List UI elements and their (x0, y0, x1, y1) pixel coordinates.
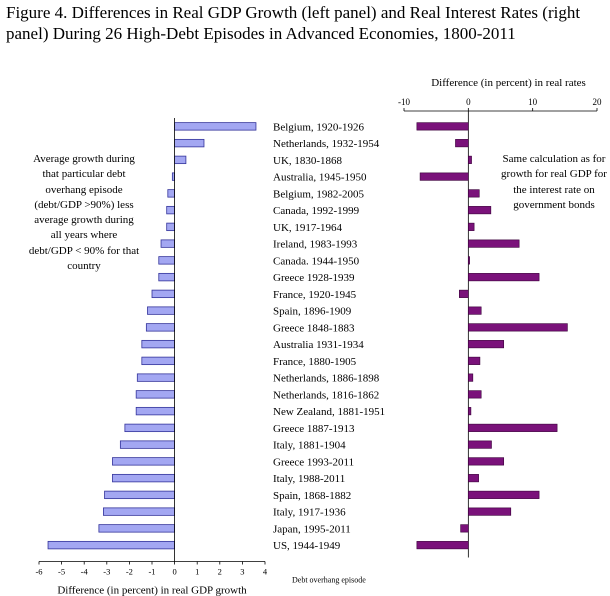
category-label: New Zealand, 1881-1951 (273, 406, 385, 418)
category-label: Australia 1931-1934 (273, 339, 364, 351)
gdp-x-tick-label: 2 (218, 567, 222, 577)
gdp-x-tick-label: 3 (240, 567, 244, 577)
rate-bar (468, 222, 475, 231)
rate-bar (468, 189, 480, 198)
rate-bar (468, 356, 481, 365)
gdp-bar (160, 239, 175, 248)
gdp-bar (104, 490, 175, 500)
category-label: Italy, 1988-2011 (273, 473, 345, 485)
category-label: Greece 1848-1883 (273, 322, 355, 334)
rate-bar (416, 122, 469, 131)
category-label: Netherlands, 1886-1898 (273, 373, 380, 385)
rate-x-axis-label: Difference (in percent) in real rates (431, 77, 586, 89)
left-panel-annotation: Average growth during that particular de… (28, 153, 140, 273)
gdp-bar (119, 440, 176, 449)
gdp-bar (112, 457, 175, 466)
rate-bar (416, 541, 469, 550)
category-label: Canada, 1992-1999 (273, 205, 360, 217)
category-label: Italy, 1881-1904 (273, 440, 346, 452)
gdp-bar (166, 205, 176, 215)
rate-bar (455, 139, 469, 148)
category-label: France, 1920-1945 (273, 289, 357, 301)
rate-x-tick-label: 0 (466, 97, 471, 107)
rate-x-tick-label: 10 (528, 97, 538, 107)
rate-bar (468, 323, 568, 332)
gdp-bar (158, 256, 175, 265)
rate-bar (468, 206, 492, 215)
rate-bar (468, 273, 540, 282)
gdp-x-tick-label: 4 (263, 567, 268, 577)
rate-bar (468, 490, 540, 499)
gdp-bar (174, 155, 187, 165)
gdp-bar (112, 473, 175, 483)
category-label: Japan, 1995-2011 (273, 523, 351, 535)
gdp-x-tick-label: -6 (35, 567, 42, 577)
category-label: Belgium, 1982-2005 (273, 188, 365, 200)
gdp-bar (135, 390, 175, 399)
category-label: Canada. 1944-1950 (273, 255, 360, 267)
rate-bar (468, 306, 482, 315)
gdp-bar (141, 339, 176, 349)
gdp-x-tick-label: -3 (103, 567, 110, 577)
rate-bar (468, 507, 512, 516)
rate-bar (468, 390, 482, 399)
category-label: Greece 1993-2011 (273, 456, 354, 468)
rate-bar (468, 407, 472, 416)
category-label: France, 1880-1905 (273, 356, 357, 368)
gdp-bar (145, 323, 176, 332)
gdp-x-tick-label: -5 (58, 567, 65, 577)
category-label: UK, 1830-1868 (273, 155, 343, 167)
gdp-bar (124, 423, 175, 433)
gdp-bar (158, 272, 175, 282)
gdp-x-tick-label: 1 (195, 567, 199, 577)
gdp-bar (151, 289, 176, 299)
category-label: Greece 1887-1913 (273, 423, 355, 435)
rate-bar (468, 340, 505, 349)
rate-x-tick-label: -10 (398, 97, 410, 107)
figure-title: Figure 4. Differences in Real GDP Growth… (6, 3, 581, 43)
category-label: UK, 1917-1964 (273, 222, 343, 234)
gdp-bar (147, 306, 175, 315)
rate-bar (468, 440, 492, 449)
category-label: Australia, 1945-1950 (273, 172, 367, 184)
right-panel-annotation: Same calculation as for growth for real … (501, 153, 607, 211)
gdp-x-tick-label: -4 (81, 567, 89, 577)
category-label: Spain, 1868-1882 (273, 490, 351, 502)
gdp-bar (98, 524, 175, 533)
gdp-bar (174, 122, 257, 131)
category-label: Belgium, 1920-1926 (273, 121, 365, 133)
gdp-x-tick-label: -1 (148, 567, 155, 577)
gdp-bar (167, 189, 176, 198)
category-axis-label: Debt overhang episode (292, 576, 366, 585)
gdp-bar (47, 540, 175, 550)
category-label: US, 1944-1949 (273, 540, 341, 552)
rate-bar (468, 457, 505, 466)
gdp-bar (141, 356, 176, 366)
rate-bar (419, 172, 469, 181)
gdp-bar (174, 138, 205, 148)
gdp-x-axis-label: Difference (in percent) in real GDP grow… (57, 585, 247, 596)
category-label: Ireland, 1983-1993 (273, 239, 358, 251)
gdp-bar (166, 222, 176, 232)
rate-bar (468, 373, 474, 382)
rate-bar (468, 474, 479, 483)
gdp-bar (135, 406, 175, 416)
rate-bar (460, 524, 469, 533)
category-label: Netherlands, 1932-1954 (273, 138, 380, 150)
gdp-x-tick-label: -2 (126, 567, 133, 577)
category-label: Italy, 1917-1936 (273, 507, 346, 519)
rate-x-tick-label: 20 (593, 97, 603, 107)
rate-bar (468, 155, 472, 164)
rate-bar (468, 256, 470, 265)
gdp-x-tick-label: 0 (172, 567, 176, 577)
rate-bar (468, 423, 558, 432)
rate-bar (459, 289, 469, 298)
category-label: Greece 1928-1939 (273, 272, 355, 284)
category-label: Netherlands, 1816-1862 (273, 389, 379, 401)
gdp-bar (136, 373, 175, 382)
rate-bar (468, 239, 520, 248)
gdp-bar (103, 507, 176, 516)
category-label: Spain, 1896-1909 (273, 306, 352, 318)
